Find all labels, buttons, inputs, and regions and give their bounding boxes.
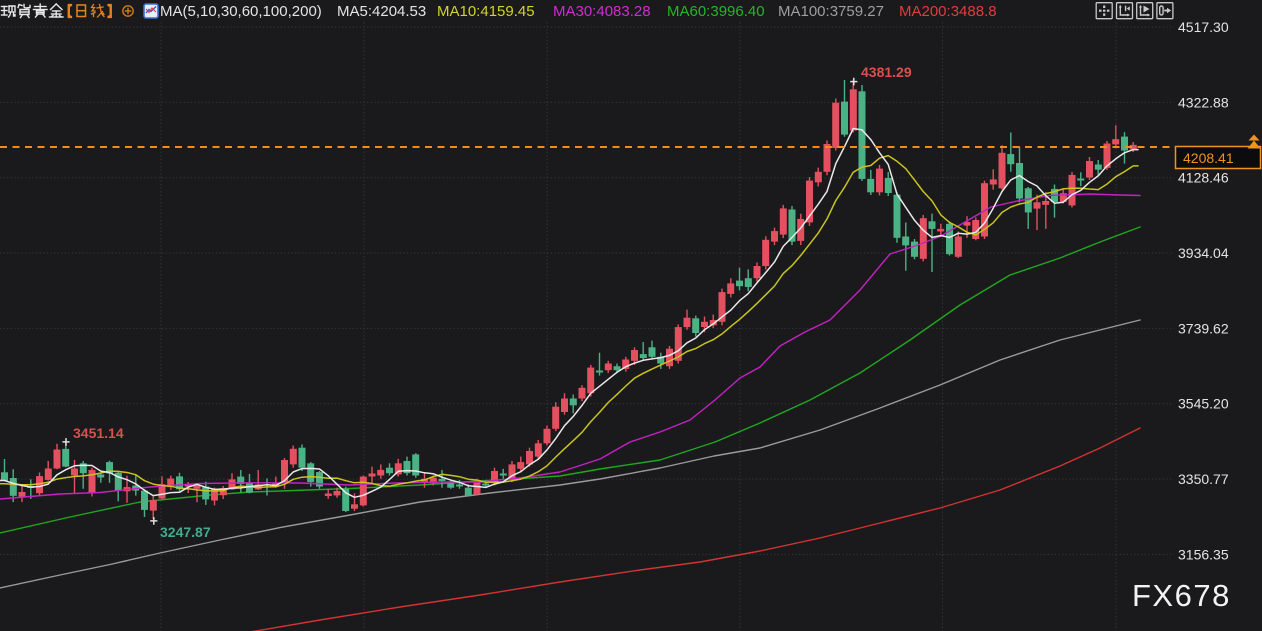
svg-text:MA100:3759.27: MA100:3759.27 <box>778 3 884 20</box>
svg-text:4208.41: 4208.41 <box>1183 150 1234 166</box>
svg-text:4381.29: 4381.29 <box>861 64 912 80</box>
svg-text:MA30:4083.28: MA30:4083.28 <box>553 3 651 20</box>
svg-text:3156.35: 3156.35 <box>1178 546 1229 562</box>
svg-text:MA200:3488.8: MA200:3488.8 <box>899 3 997 20</box>
svg-text:MA10:4159.45: MA10:4159.45 <box>437 3 535 20</box>
svg-text:4517.30: 4517.30 <box>1178 19 1229 35</box>
svg-text:MA5:4204.53: MA5:4204.53 <box>337 3 426 20</box>
svg-text:FX678: FX678 <box>1132 578 1231 613</box>
svg-text:MA60:3996.40: MA60:3996.40 <box>667 3 765 20</box>
svg-text:4128.46: 4128.46 <box>1178 170 1229 186</box>
svg-text:3545.20: 3545.20 <box>1178 396 1229 412</box>
svg-text:3451.14: 3451.14 <box>73 425 124 441</box>
svg-text:4322.88: 4322.88 <box>1178 94 1229 110</box>
svg-text:3247.87: 3247.87 <box>160 524 211 540</box>
svg-text:3934.04: 3934.04 <box>1178 245 1229 261</box>
svg-text:3350.77: 3350.77 <box>1178 471 1229 487</box>
svg-text:MA(5,10,30,60,100,200): MA(5,10,30,60,100,200) <box>160 3 322 20</box>
svg-text:3739.62: 3739.62 <box>1178 320 1229 336</box>
